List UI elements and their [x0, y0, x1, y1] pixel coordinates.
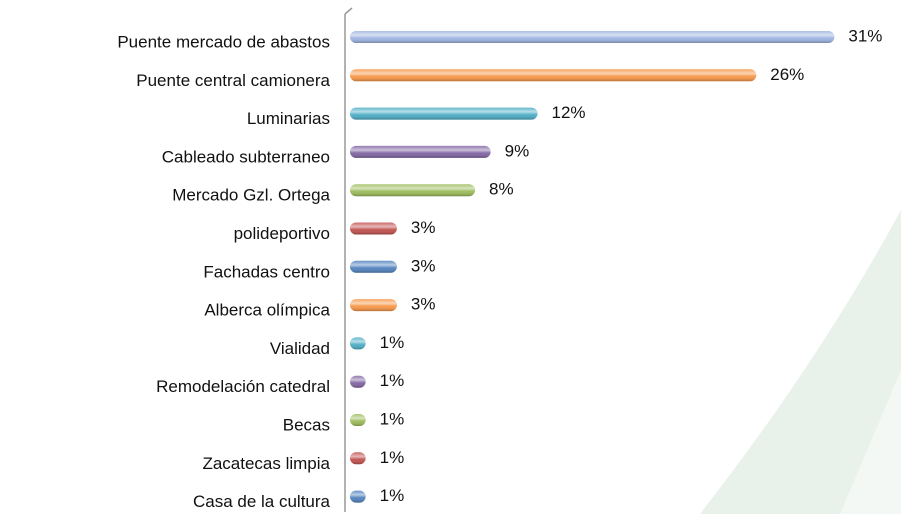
bar-highlight	[350, 414, 366, 426]
category-label: Becas	[283, 415, 330, 434]
category-label: Zacatecas limpia	[202, 454, 330, 473]
bar-highlight	[350, 375, 366, 388]
background-swoosh	[840, 370, 901, 514]
category-label: Luminarias	[247, 109, 330, 128]
data-label: 12%	[552, 103, 586, 122]
bar-highlight	[350, 184, 475, 197]
category-label: Alberca olímpica	[204, 301, 330, 320]
bar-highlight	[350, 222, 397, 235]
bar-highlight	[350, 490, 366, 503]
data-label: 1%	[380, 448, 405, 467]
data-label: 31%	[848, 26, 882, 45]
category-label: Puente mercado de abastos	[117, 32, 330, 51]
bar-highlight	[350, 337, 366, 350]
axis-line	[344, 7, 353, 15]
data-label: 1%	[380, 371, 405, 390]
bar-highlight	[350, 31, 835, 43]
data-label: 1%	[380, 486, 405, 505]
data-label: 8%	[489, 180, 514, 199]
data-label: 9%	[505, 141, 530, 160]
bar-highlight	[350, 299, 397, 312]
bar-highlight	[350, 69, 757, 82]
background-swoosh	[700, 210, 901, 514]
data-label: 3%	[411, 256, 436, 275]
category-label: Fachadas centro	[203, 262, 330, 281]
category-label: Puente central camionera	[136, 71, 330, 90]
category-label: Remodelación catedral	[156, 377, 330, 396]
bar-highlight	[350, 145, 491, 158]
category-label: polideportivo	[234, 224, 330, 243]
data-label: 1%	[380, 333, 405, 352]
category-label: Vialidad	[270, 339, 330, 358]
bar-highlight	[350, 107, 538, 120]
data-label: 1%	[380, 409, 405, 428]
category-label: Cableado subterraneo	[162, 147, 330, 166]
category-label: Casa de la cultura	[193, 492, 331, 511]
data-label: 26%	[770, 65, 804, 84]
bar-highlight	[350, 260, 397, 273]
data-label: 3%	[411, 218, 436, 237]
category-label: Mercado Gzl. Ortega	[172, 186, 330, 205]
bar-highlight	[350, 452, 366, 465]
data-label: 3%	[411, 295, 436, 314]
